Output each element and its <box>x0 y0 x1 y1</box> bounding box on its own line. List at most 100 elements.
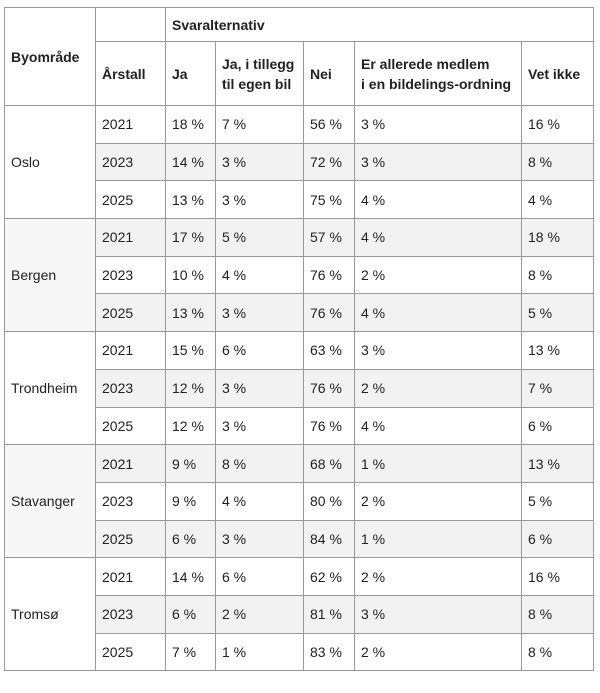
year-cell: 2021 <box>95 444 166 483</box>
nei-cell: 57 % <box>303 218 355 257</box>
year-cell: 2023 <box>95 594 166 634</box>
table-row: Trondheim 2021 15 % 6 % 63 % 3 % 13 % <box>4 331 594 446</box>
medlem-cell: 3 % <box>354 331 522 370</box>
vet-ikke-cell: 13 % <box>521 444 594 483</box>
table-row: Oslo 2021 18 % 7 % 56 % 3 % 16 % <box>4 104 594 220</box>
medlem-cell: 2 % <box>354 557 522 596</box>
table-row: 2023 9 % 4 % 80 % 2 % 5 % <box>5 481 594 521</box>
medlem-cell: 1 % <box>354 444 522 483</box>
ja-bil-cell: 3 % <box>215 293 304 333</box>
nei-cell: 56 % <box>303 105 355 144</box>
medlem-cell: 2 % <box>354 632 522 672</box>
nei-cell: 76 % <box>303 293 355 333</box>
city-cell: Bergen <box>4 218 96 333</box>
ja-cell: 9 % <box>165 481 216 521</box>
table-body: Oslo 2021 18 % 7 % 56 % 3 % 16 % 2023 14… <box>4 104 594 672</box>
nei-cell: 62 % <box>303 557 355 596</box>
header-ja-bil: Ja, i tillegg til egen bil <box>215 41 304 106</box>
year-cell: 2023 <box>95 481 166 521</box>
year-cell: 2023 <box>95 142 166 182</box>
ja-cell: 13 % <box>165 293 216 333</box>
vet-ikke-cell: 4 % <box>521 180 594 220</box>
vet-ikke-cell: 5 % <box>521 293 594 333</box>
ja-cell: 14 % <box>165 557 216 596</box>
year-cell: 2025 <box>95 406 166 446</box>
table-row: Stavanger 2021 9 % 8 % 68 % 1 % 13 % <box>4 444 594 559</box>
year-cell: 2025 <box>95 180 166 220</box>
medlem-cell: 4 % <box>354 218 522 257</box>
table-header: Byområde Svaralternativ Årstall Ja Ja, i… <box>4 7 594 106</box>
vet-ikke-cell: 16 % <box>521 105 594 144</box>
header-arstall: Årstall <box>95 41 166 106</box>
medlem-cell: 4 % <box>354 293 522 333</box>
year-cell: 2025 <box>95 632 166 672</box>
year-cell: 2025 <box>95 293 166 333</box>
table-row: 2023 10 % 4 % 76 % 2 % 8 % <box>5 255 594 295</box>
medlem-cell: 4 % <box>354 406 522 446</box>
vet-ikke-cell: 8 % <box>521 142 594 182</box>
table-row: 2025 7 % 1 % 83 % 2 % 8 % <box>5 632 594 672</box>
year-cell: 2021 <box>95 557 166 596</box>
table-row: 2025 13 % 3 % 75 % 4 % 4 % <box>5 180 594 220</box>
vet-ikke-cell: 7 % <box>521 368 594 408</box>
ja-cell: 6 % <box>165 594 216 634</box>
header-nei: Nei <box>303 41 355 106</box>
nei-cell: 75 % <box>303 180 355 220</box>
medlem-cell: 3 % <box>354 105 522 144</box>
table-row: 2025 13 % 3 % 76 % 4 % 5 % <box>5 293 594 333</box>
year-cell: 2023 <box>95 255 166 295</box>
vet-ikke-cell: 8 % <box>521 632 594 672</box>
table-row: 2025 12 % 3 % 76 % 4 % 6 % <box>5 406 594 446</box>
year-cell: 2021 <box>95 218 166 257</box>
ja-cell: 18 % <box>165 105 216 144</box>
city-cell: Oslo <box>4 104 96 220</box>
ja-bil-cell: 2 % <box>215 594 304 634</box>
nei-cell: 68 % <box>303 444 355 483</box>
table-row: 2023 12 % 3 % 76 % 2 % 7 % <box>5 368 594 408</box>
nei-cell: 81 % <box>303 594 355 634</box>
ja-bil-cell: 4 % <box>215 481 304 521</box>
medlem-cell: 3 % <box>354 142 522 182</box>
city-cell: Trondheim <box>4 331 96 446</box>
ja-bil-cell: 3 % <box>215 368 304 408</box>
medlem-cell: 1 % <box>354 519 522 559</box>
ja-cell: 6 % <box>165 519 216 559</box>
table-row: Tromsø 2021 14 % 6 % 62 % 2 % 16 % <box>4 557 594 672</box>
ja-bil-cell: 6 % <box>215 331 304 370</box>
vet-ikke-cell: 6 % <box>521 519 594 559</box>
table-row: 2023 6 % 2 % 81 % 3 % 8 % <box>5 594 594 634</box>
header-ja: Ja <box>165 41 216 106</box>
ja-bil-cell: 6 % <box>215 557 304 596</box>
ja-cell: 9 % <box>165 444 216 483</box>
vet-ikke-cell: 8 % <box>521 255 594 295</box>
nei-cell: 76 % <box>303 368 355 408</box>
ja-bil-cell: 7 % <box>215 105 304 144</box>
medlem-cell: 2 % <box>354 368 522 408</box>
year-cell: 2023 <box>95 368 166 408</box>
ja-bil-cell: 8 % <box>215 444 304 483</box>
city-cell: Tromsø <box>4 557 96 672</box>
vet-ikke-cell: 8 % <box>521 594 594 634</box>
medlem-cell: 2 % <box>354 255 522 295</box>
ja-cell: 12 % <box>165 368 216 408</box>
nei-cell: 76 % <box>303 255 355 295</box>
year-cell: 2025 <box>95 519 166 559</box>
header-empty <box>95 7 166 42</box>
ja-bil-cell: 3 % <box>215 142 304 182</box>
vet-ikke-cell: 13 % <box>521 331 594 370</box>
nei-cell: 72 % <box>303 142 355 182</box>
vet-ikke-cell: 16 % <box>521 557 594 596</box>
nei-cell: 84 % <box>303 519 355 559</box>
table-row: Bergen 2021 17 % 5 % 57 % 4 % 18 % <box>4 218 594 333</box>
ja-cell: 10 % <box>165 255 216 295</box>
nei-cell: 80 % <box>303 481 355 521</box>
table-row: 2025 6 % 3 % 84 % 1 % 6 % <box>5 519 594 559</box>
ja-cell: 14 % <box>165 142 216 182</box>
ja-bil-cell: 3 % <box>215 406 304 446</box>
ja-cell: 7 % <box>165 632 216 672</box>
year-cell: 2021 <box>95 331 166 370</box>
medlem-cell: 2 % <box>354 481 522 521</box>
header-byomrade: Byområde <box>4 7 96 106</box>
vet-ikke-cell: 18 % <box>521 218 594 257</box>
nei-cell: 83 % <box>303 632 355 672</box>
